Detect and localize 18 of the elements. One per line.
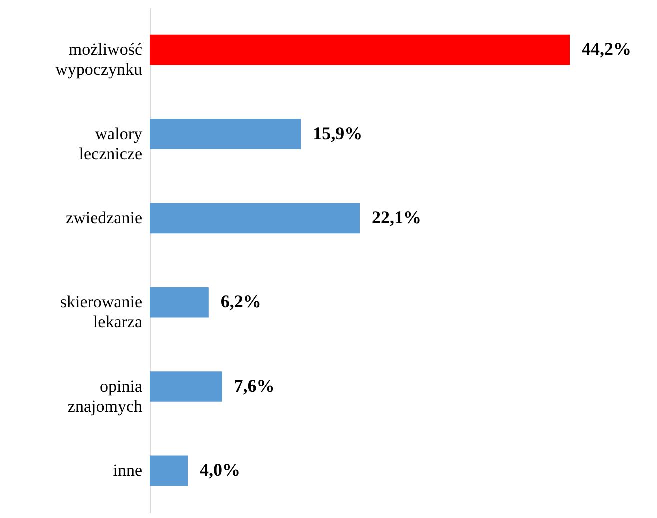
bar [150, 287, 209, 318]
bar [150, 372, 222, 402]
data-label: 15,9% [313, 123, 363, 144]
y-tick-label: inne [113, 460, 142, 480]
y-tick-label: zwiedzanie [66, 208, 142, 228]
data-label: 7,6% [234, 376, 275, 396]
data-label: 4,0% [200, 460, 241, 480]
data-label: 6,2% [220, 292, 262, 312]
bar [150, 119, 302, 150]
bar [150, 203, 360, 234]
y-tick-label: skierowanie lekarza [60, 292, 143, 332]
bar [150, 34, 570, 66]
y-tick-label: opinia znajomych [68, 376, 143, 416]
y-tick-label: walory lecznicze [79, 124, 143, 164]
data-label: 22,1% [372, 207, 422, 228]
y-tick-label: możliwość wypoczynku [56, 40, 143, 80]
bar [150, 456, 188, 486]
data-label: 44,2% [582, 39, 632, 60]
